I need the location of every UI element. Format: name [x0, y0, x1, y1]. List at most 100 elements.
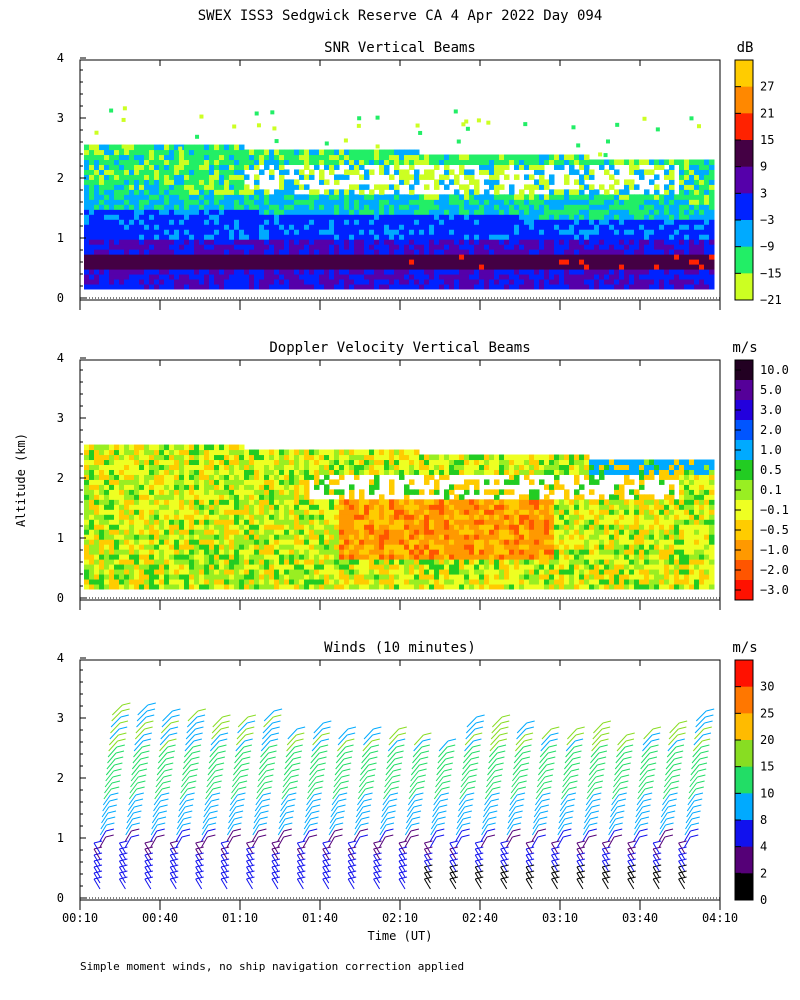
snr-cell: [279, 274, 285, 280]
doppler-cell: [299, 569, 305, 575]
snr-cell: [304, 194, 310, 200]
snr-cell: [319, 264, 325, 270]
snr-cell: [169, 174, 175, 180]
snr-cell: [484, 244, 490, 250]
doppler-cell: [334, 529, 340, 535]
doppler-cell: [264, 579, 270, 585]
doppler-cell: [289, 484, 295, 490]
snr-cell: [639, 209, 645, 215]
doppler-cell: [319, 449, 325, 456]
snr-cell: [619, 204, 625, 210]
snr-cell: [454, 194, 460, 200]
doppler-cell: [359, 449, 365, 456]
doppler-cell: [169, 464, 175, 470]
snr-cell: [659, 199, 665, 205]
doppler-cell: [379, 499, 385, 505]
snr-cell: [224, 234, 230, 240]
snr-cell: [369, 199, 375, 205]
snr-cell: [519, 204, 525, 210]
snr-cell: [409, 174, 415, 180]
snr-cell: [89, 149, 95, 156]
doppler-cell: [124, 534, 130, 540]
snr-cell: [544, 259, 550, 265]
doppler-cell: [129, 509, 135, 515]
snr-cell: [594, 219, 600, 225]
doppler-cell: [219, 514, 225, 520]
snr-cell: [89, 169, 95, 175]
snr-cell: [89, 219, 95, 225]
snr-cell: [124, 254, 130, 260]
snr-cell: [584, 254, 590, 260]
snr-cell: [219, 179, 225, 185]
snr-cell: [519, 214, 525, 220]
doppler-cell: [349, 529, 355, 535]
snr-cell: [99, 204, 105, 210]
snr-cell: [409, 209, 415, 215]
snr-cell: [224, 169, 230, 175]
snr-cell: [679, 159, 685, 165]
snr-cell: [399, 229, 405, 235]
snr-cell: [579, 269, 585, 275]
snr-cell: [669, 214, 675, 220]
snr-cell: [649, 269, 655, 275]
snr-cell: [454, 209, 460, 215]
doppler-cell: [264, 569, 270, 575]
doppler-cell: [359, 499, 365, 505]
snr-cell: [164, 209, 170, 215]
doppler-cell: [304, 579, 310, 585]
snr-cell: [679, 199, 685, 205]
snr-cell: [554, 214, 560, 220]
snr-cell: [279, 159, 285, 165]
doppler-cell: [184, 559, 190, 565]
snr-cell: [484, 234, 490, 240]
snr-cell: [249, 199, 255, 205]
snr-cell: [679, 219, 685, 225]
doppler-cell: [324, 544, 330, 550]
snr-cell: [319, 239, 325, 245]
snr-cell: [404, 174, 410, 180]
snr-cell: [299, 234, 305, 240]
snr-cell: [349, 169, 355, 175]
snr-cell: [104, 269, 110, 275]
snr-cell: [299, 214, 305, 220]
snr-cell: [279, 249, 285, 255]
snr-cell: [599, 274, 605, 280]
doppler-cell: [379, 469, 385, 475]
snr-cell: [179, 194, 185, 200]
doppler-cell: [304, 569, 310, 575]
snr-cell: [459, 269, 465, 275]
snr-cell: [209, 204, 215, 210]
snr-cell: [649, 244, 655, 250]
snr-cell: [299, 209, 305, 215]
doppler-cell: [319, 564, 325, 570]
snr-cell: [324, 164, 330, 170]
doppler-cell: [114, 539, 120, 545]
colorbar-swatch: [735, 273, 753, 301]
snr-cell: [94, 204, 100, 210]
doppler-cell: [154, 534, 160, 540]
snr-cell: [639, 219, 645, 225]
snr-cell: [574, 159, 580, 165]
snr-cell: [614, 204, 620, 210]
snr-cell: [144, 154, 150, 161]
snr-cell: [164, 259, 170, 265]
doppler-cell: [314, 554, 320, 560]
snr-cell: [644, 199, 650, 205]
doppler-cell: [309, 474, 315, 480]
snr-cell: [514, 269, 520, 275]
snr-cell: [299, 199, 305, 205]
snr-cell: [439, 259, 445, 265]
snr-cell: [544, 269, 550, 275]
doppler-cell: [194, 494, 200, 500]
doppler-cell: [139, 449, 145, 456]
snr-cell: [234, 159, 240, 165]
snr-cell: [189, 239, 195, 245]
doppler-cell: [144, 534, 150, 540]
doppler-cell: [279, 534, 285, 540]
snr-cell: [114, 204, 120, 210]
doppler-cell: [234, 449, 240, 456]
snr-cell: [104, 259, 110, 265]
doppler-cell: [104, 559, 110, 565]
snr-cell: [409, 269, 415, 275]
